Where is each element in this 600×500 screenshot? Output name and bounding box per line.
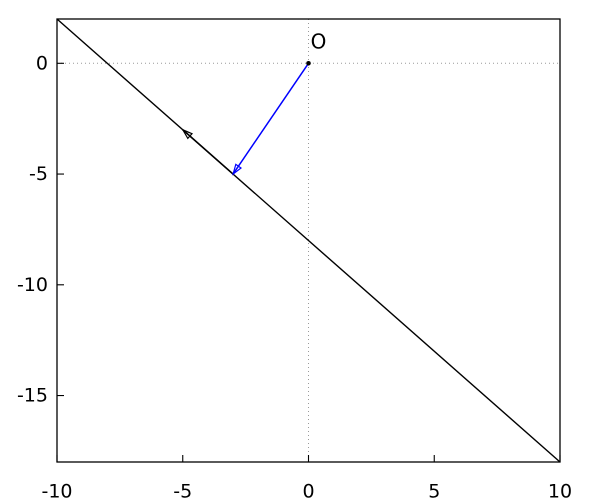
x-tick-label: -5 bbox=[173, 481, 192, 500]
x-tick-label: 5 bbox=[428, 481, 440, 500]
direction-vector-on-line-shaft bbox=[182, 129, 234, 175]
y-tick-label: -5 bbox=[29, 163, 48, 185]
position-vector-from-origin-head bbox=[232, 163, 243, 176]
origin-point bbox=[306, 61, 311, 66]
x-tick-label: -10 bbox=[41, 481, 72, 500]
position-vector-from-origin-shaft bbox=[232, 62, 310, 175]
x-tick-label: 10 bbox=[548, 481, 572, 500]
plot-frame bbox=[56, 18, 561, 463]
origin-point-label: O bbox=[311, 29, 327, 53]
y-tick-label: -15 bbox=[17, 385, 48, 407]
direction-vector-on-line-head bbox=[181, 128, 194, 140]
x-tick-label: 0 bbox=[302, 481, 314, 500]
main-line bbox=[56, 18, 561, 463]
y-tick-label: 0 bbox=[36, 52, 48, 74]
y-tick-label: -10 bbox=[17, 274, 48, 296]
